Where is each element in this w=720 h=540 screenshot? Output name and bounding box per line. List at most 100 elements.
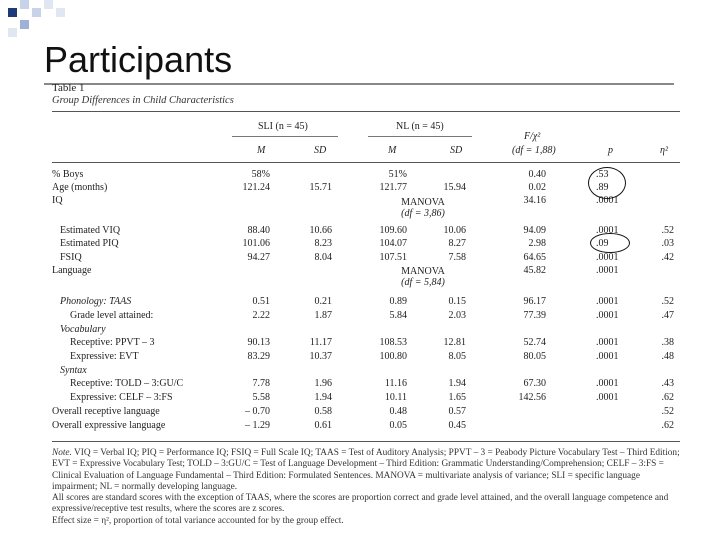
p-value: .0001 — [596, 252, 619, 263]
p-value: .0001 — [596, 265, 619, 276]
annotation-circle — [588, 167, 626, 199]
sli-sd: 10.37 — [309, 351, 333, 362]
eta-squared: .03 — [661, 238, 675, 249]
eta-squared: .47 — [661, 310, 675, 321]
p-header: p — [608, 145, 613, 156]
table-row: Phonology: TAAS 0.51 0.21 0.89 0.15 96.17 .000… — [0, 295, 720, 308]
corner-decoration — [0, 0, 120, 40]
deco-square-icon — [32, 8, 41, 17]
sli-group-header: SLI (n = 45) — [258, 121, 308, 132]
p-value: .0001 — [596, 195, 619, 206]
sli-mean: – 0.70 — [245, 406, 270, 417]
sli-sd: 8.23 — [314, 238, 333, 249]
eta-squared: .48 — [661, 351, 675, 362]
row-label: Age (months) — [52, 182, 108, 193]
table-row: FSIQ 94.27 8.04 107.51 7.58 64.65 .0001 .42 — [0, 251, 720, 264]
row-label: % Boys — [52, 169, 84, 180]
nl-sd: 10.06 — [443, 225, 467, 236]
eta-squared: .38 — [661, 337, 675, 348]
row-label: Phonology: TAAS — [60, 296, 132, 307]
row-label: Estimated PIQ — [60, 238, 119, 249]
nl-sd-header: SD — [450, 145, 463, 156]
table-row: Overall receptive language – 0.70 0.58 0.48… — [0, 405, 720, 418]
sli-group-rule — [232, 136, 338, 137]
f-value: 96.17 — [523, 296, 547, 307]
deco-square-icon — [44, 0, 53, 9]
table-top-rule — [52, 111, 680, 112]
f-value: 142.56 — [518, 392, 547, 403]
table-label: Table 1 — [52, 82, 85, 94]
eta-squared: .52 — [661, 406, 675, 417]
table-row: Estimated VIQ 88.40 10.66 109.60 10.06 94.09.… — [0, 224, 720, 237]
row-label: Expressive: EVT — [70, 351, 139, 362]
f-value: 67.30 — [523, 378, 547, 389]
nl-sd: 7.58 — [448, 252, 467, 263]
nl-sd: 12.81 — [443, 337, 467, 348]
row-label: Estimated VIQ — [60, 225, 121, 236]
p-value: .0001 — [596, 310, 619, 321]
row-label: Receptive: PPVT – 3 — [70, 337, 155, 348]
title-divider — [44, 83, 674, 85]
table-row: IQ 34.16 .0001 — [0, 194, 720, 207]
manova-iq-label: MANOVA — [401, 197, 445, 208]
p-value: .0001 — [596, 378, 619, 389]
table-row: Receptive: TOLD – 3:GU/C 7.78 1.96 11.16 1.9… — [0, 377, 720, 390]
sli-mean: 121.24 — [242, 182, 271, 193]
sli-mean: 88.40 — [247, 225, 271, 236]
f-value: 0.40 — [528, 169, 547, 180]
nl-mean: 107.51 — [379, 252, 408, 263]
f-value: 64.65 — [523, 252, 547, 263]
df-header: (df = 1,88) — [512, 145, 556, 156]
deco-square-icon — [8, 28, 17, 37]
table-bottom-rule — [52, 441, 680, 442]
row-label: Expressive: CELF – 3:FS — [70, 392, 173, 403]
sli-sd: 15.71 — [309, 182, 333, 193]
nl-sd: 0.15 — [448, 296, 467, 307]
manova-language-df: (df = 5,84) — [401, 277, 445, 288]
nl-mean: 108.53 — [379, 337, 408, 348]
sli-sd: 1.96 — [314, 378, 333, 389]
sli-sd: 0.61 — [314, 420, 333, 431]
p-value: .0001 — [596, 392, 619, 403]
row-label: Vocabulary — [60, 324, 106, 335]
nl-mean: 0.48 — [389, 406, 408, 417]
nl-mean: 51% — [388, 169, 407, 180]
eta-squared: .62 — [661, 392, 675, 403]
eta-squared: .42 — [661, 252, 675, 263]
nl-m-header: M — [388, 145, 397, 156]
row-label: FSIQ — [60, 252, 82, 263]
f-value: 80.05 — [523, 351, 547, 362]
row-label: Grade level attained: — [70, 310, 154, 321]
nl-mean: 109.60 — [379, 225, 408, 236]
nl-sd: 8.27 — [448, 238, 467, 249]
sli-mean: – 1.29 — [245, 420, 270, 431]
nl-mean: 5.84 — [389, 310, 408, 321]
sli-mean: 101.06 — [242, 238, 271, 249]
sli-mean: 90.13 — [247, 337, 271, 348]
table-row: Syntax — [0, 364, 720, 377]
f-value: 45.82 — [523, 265, 547, 276]
note-scores: All scores are standard scores with the … — [52, 493, 669, 515]
manova-iq-df: (df = 3,86) — [401, 208, 445, 219]
nl-group-rule — [368, 136, 472, 137]
sli-sd: 0.58 — [314, 406, 333, 417]
note-abbreviations: VIQ = Verbal IQ; PIQ = Performance IQ; F… — [52, 448, 680, 492]
eta-header: η² — [660, 145, 668, 156]
eta-squared: .52 — [661, 225, 675, 236]
table-row: Expressive: CELF – 3:FS 5.58 1.94 10.11 1.65… — [0, 391, 720, 404]
f-value: 77.39 — [523, 310, 547, 321]
sli-mean: 0.51 — [252, 296, 271, 307]
row-label: Receptive: TOLD – 3:GU/C — [70, 378, 184, 389]
nl-mean: 11.16 — [384, 378, 407, 389]
manova-language-label: MANOVA — [401, 266, 445, 277]
row-label: Language — [52, 265, 92, 276]
deco-square-icon — [20, 0, 29, 9]
nl-group-header: NL (n = 45) — [396, 121, 444, 132]
p-value: .0001 — [596, 351, 619, 362]
f-value: 0.02 — [528, 182, 547, 193]
eta-squared: .52 — [661, 296, 675, 307]
manova-language: MANOVA (df = 5,84) — [388, 266, 458, 288]
annotation-circle — [590, 233, 630, 253]
table-row: Grade level attained: 2.22 1.87 5.84 2.03 77.… — [0, 309, 720, 322]
p-value: .0001 — [596, 337, 619, 348]
